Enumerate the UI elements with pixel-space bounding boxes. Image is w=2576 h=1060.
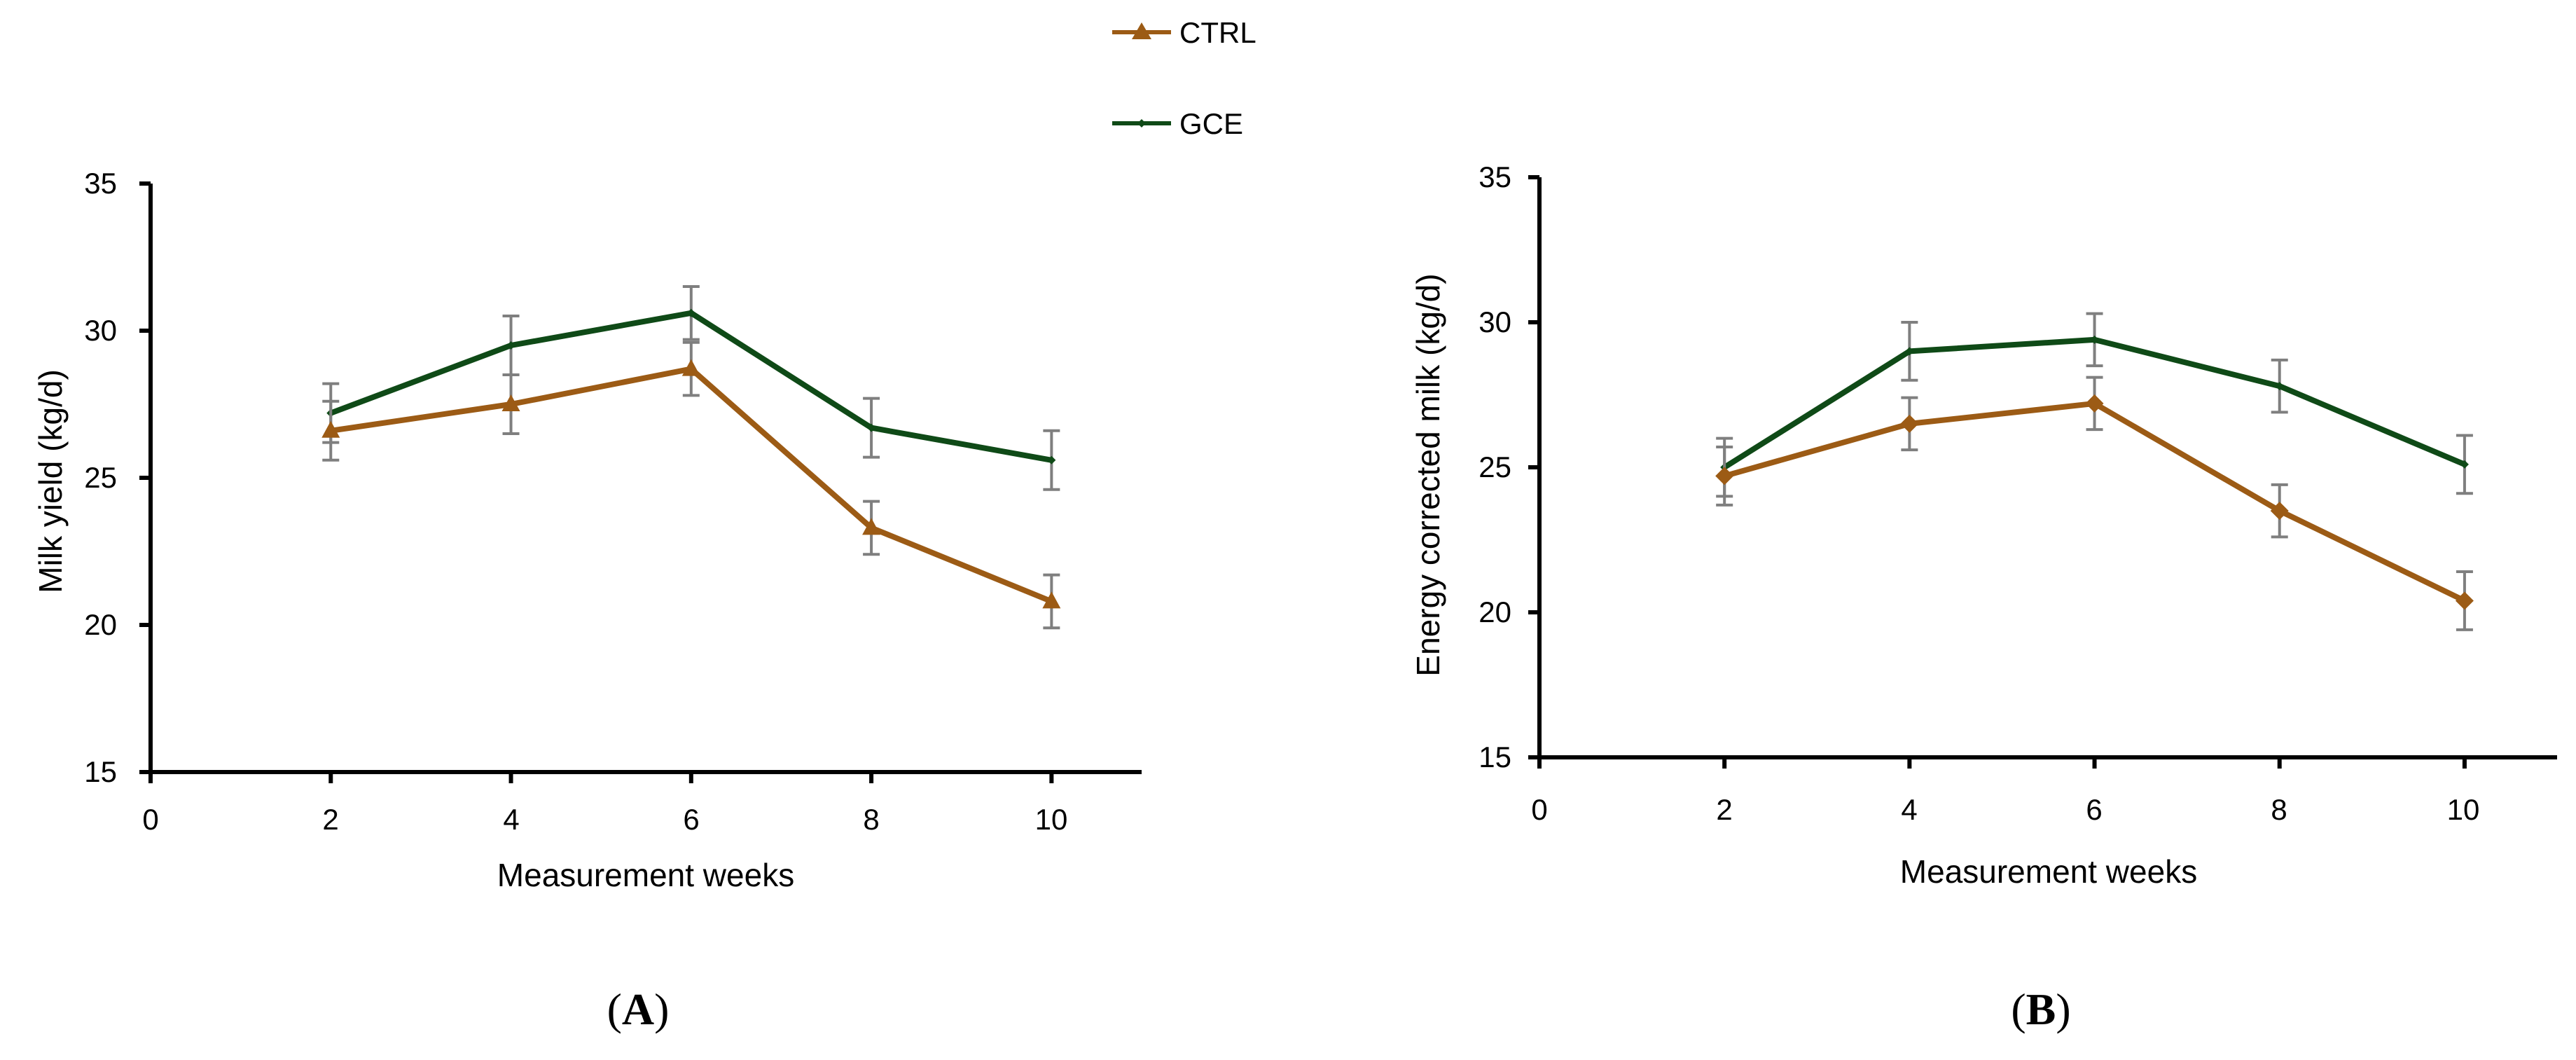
- y-tick-label: 35: [1479, 160, 1511, 193]
- x-tick-label: 0: [142, 803, 158, 836]
- data-point-ctrl: [321, 420, 340, 438]
- x-tick-label: 10: [2447, 793, 2480, 826]
- data-point-ctrl: [1900, 414, 1919, 433]
- panel-letter-b: B: [2026, 984, 2056, 1034]
- x-tick-label: 8: [863, 803, 879, 836]
- axes: [1528, 175, 2557, 769]
- data-point-gce: [1047, 455, 1056, 464]
- panel-label-a: (A): [607, 984, 670, 1034]
- series-line-ctrl: [330, 366, 1053, 605]
- legend-marker-ctrl: [1132, 22, 1151, 39]
- x-tick-labels: 0 2 4 6 8 10: [1531, 793, 2479, 826]
- x-tick-label: 6: [683, 803, 699, 836]
- y-tick-label: 30: [1479, 305, 1511, 338]
- legend: CTRL GCE: [1112, 16, 1256, 140]
- y-tick-label: 30: [84, 314, 117, 347]
- y-tick-label: 15: [1479, 741, 1511, 773]
- x-tick-label: 8: [2271, 793, 2287, 826]
- y-tick-label: 25: [84, 461, 117, 494]
- y-tick-label: 15: [84, 755, 117, 788]
- x-tick-label: 4: [1901, 793, 1917, 826]
- series-ctrl: [321, 340, 1061, 630]
- chart-panel-a: 15 20 25 30 35 0 2 4 6 8 10 Measurement …: [32, 167, 1142, 1034]
- data-point-ctrl: [2085, 394, 2104, 413]
- y-tick-label: 20: [84, 608, 117, 641]
- data-point-gce: [1905, 347, 1914, 356]
- x-tick-label: 2: [322, 803, 338, 836]
- x-axis-title: Measurement weeks: [1900, 853, 2197, 890]
- y-tick-label: 35: [84, 167, 117, 200]
- data-point-ctrl: [2455, 591, 2474, 610]
- data-point-gce: [506, 341, 515, 350]
- series-gce: [1716, 312, 2473, 498]
- data-point-gce: [2460, 460, 2469, 469]
- y-axis-title: Milk yield (kg/d): [32, 369, 69, 593]
- data-point-gce: [867, 423, 876, 432]
- legend-item-gce: GCE: [1112, 107, 1243, 140]
- x-tick-label: 4: [503, 803, 519, 836]
- data-point-ctrl: [2270, 502, 2289, 521]
- panel-label-b: (B): [2011, 984, 2070, 1034]
- x-axis-title: Measurement weeks: [497, 857, 794, 893]
- data-point-ctrl: [1715, 467, 1734, 486]
- legend-item-ctrl: CTRL: [1112, 16, 1256, 49]
- series-line-ctrl: [1724, 400, 2466, 604]
- data-point-gce: [2090, 335, 2099, 344]
- data-point-gce: [686, 308, 695, 317]
- x-tick-label: 2: [1716, 793, 1732, 826]
- y-tick-labels: 15 20 25 30 35: [1479, 160, 1511, 773]
- data-point-ctrl: [681, 359, 700, 376]
- data-point-gce: [2275, 382, 2284, 391]
- axes: [139, 181, 1142, 783]
- panel-letter-a: A: [622, 984, 654, 1034]
- y-tick-label: 25: [1479, 450, 1511, 483]
- x-tick-label: 6: [2086, 793, 2102, 826]
- x-tick-label: 0: [1531, 793, 1547, 826]
- y-tick-labels: 15 20 25 30 35: [84, 167, 117, 788]
- data-point-ctrl: [501, 394, 520, 411]
- x-tick-label: 10: [1035, 803, 1068, 836]
- chart-panel-b: 15 20 25 30 35 0 2 4 6 8 10 Measurement …: [1410, 160, 2557, 1034]
- data-point-ctrl: [862, 518, 881, 535]
- legend-marker-gce: [1137, 119, 1146, 128]
- y-tick-label: 20: [1479, 596, 1511, 628]
- legend-label-ctrl: CTRL: [1179, 16, 1256, 49]
- legend-label-gce: GCE: [1179, 107, 1243, 140]
- y-axis-title: Energy corrected milk (kg/d): [1410, 273, 1446, 676]
- data-point-ctrl: [1042, 591, 1061, 609]
- series-ctrl: [1715, 376, 2474, 631]
- x-tick-labels: 0 2 4 6 8 10: [142, 803, 1067, 836]
